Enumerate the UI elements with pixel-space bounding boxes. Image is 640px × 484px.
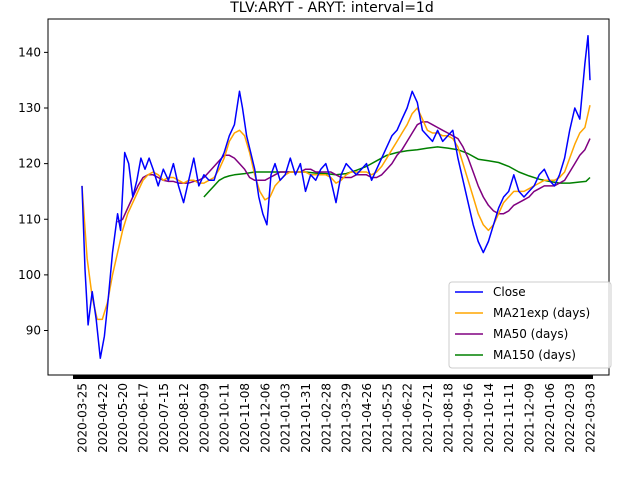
legend-label-3: MA150 (days) [493, 348, 576, 362]
chart-title: TLV:ARYT - ARYT: interval=1d [229, 0, 433, 16]
x-tick-label-25: 2022-03-03 [584, 383, 598, 453]
x-tick-label-10: 2021-01-03 [279, 383, 293, 453]
series-line-3 [203, 146, 591, 198]
x-tick-label-6: 2020-09-09 [197, 383, 211, 453]
x-tick-label-7: 2020-10-11 [218, 383, 232, 453]
axes-layer: 90 100 110 120 130 140 2020-03-25 2020-04-22 202… [18, 18, 610, 453]
y-tick-label-0: 90 [26, 324, 41, 338]
x-tick-label-3: 2020-06-17 [137, 383, 151, 453]
x-tick-label-12: 2021-02-28 [319, 383, 333, 453]
chart-legend: Close MA21exp (days) MA50 (days) MA150 (day… [448, 281, 612, 369]
x-tick-label-23: 2022-01-06 [543, 383, 557, 453]
y-tick-label-1: 100 [18, 268, 41, 282]
y-tick-label-3: 120 [18, 157, 41, 171]
x-tick-label-13: 2021-03-29 [340, 383, 354, 453]
x-tick-label-1: 2020-04-22 [96, 383, 110, 453]
y-tick-label-4: 130 [18, 101, 41, 115]
x-tick-label-16: 2021-06-22 [401, 383, 415, 453]
x-tick-label-21: 2021-11-11 [502, 383, 516, 453]
x-tick-label-22: 2021-12-09 [523, 383, 537, 453]
x-tick-label-19: 2021-09-16 [462, 383, 476, 453]
x-tick-label-15: 2021-05-25 [380, 383, 394, 453]
x-tick-label-17: 2021-07-21 [421, 383, 435, 453]
x-tick-label-2: 2020-05-20 [116, 383, 130, 453]
x-tick-label-5: 2020-08-12 [177, 383, 191, 453]
x-tick-label-14: 2021-04-26 [360, 383, 374, 453]
legend-box [448, 281, 612, 369]
legend-label-2: MA50 (days) [493, 327, 568, 341]
x-tick-label-24: 2022-02-03 [563, 383, 577, 453]
legend-label-1: MA21exp (days) [493, 306, 590, 320]
x-tick-label-20: 2021-10-14 [482, 383, 496, 453]
x-tick-label-4: 2020-07-15 [157, 383, 171, 453]
y-tick-label-2: 110 [18, 212, 41, 226]
x-tick-label-9: 2020-12-06 [258, 383, 272, 453]
x-tick-label-8: 2020-11-08 [238, 383, 252, 453]
x-tick-label-18: 2021-08-18 [441, 383, 455, 453]
legend-label-0: Close [493, 285, 526, 299]
y-tick-label-5: 140 [18, 45, 41, 59]
series-line-0 [81, 34, 591, 360]
plot-layer [81, 34, 591, 360]
x-tick-label-0: 2020-03-25 [76, 383, 90, 453]
x-tick-label-11: 2021-01-31 [299, 383, 313, 453]
x-dense-ticks [73, 375, 593, 379]
series-line-1 [81, 105, 591, 321]
